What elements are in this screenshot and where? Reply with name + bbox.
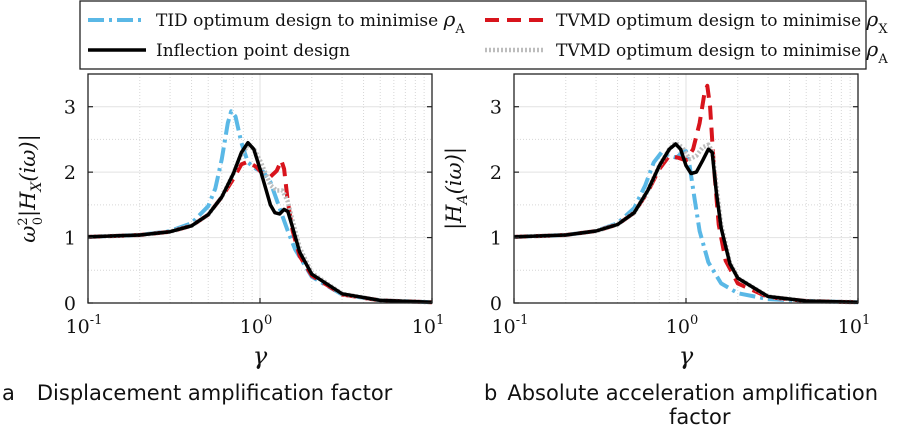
caption-b: b Absolute acceleration amplification bbox=[484, 381, 878, 405]
caption-b-letter: b bbox=[484, 381, 498, 405]
y-axis-label: |HA(iω)| bbox=[442, 147, 471, 230]
y-tick-label: 0 bbox=[490, 293, 502, 315]
legend-label-2: Inflection point design bbox=[156, 41, 350, 61]
chart-panel-b: 0 1 2 3 10-1 100 101 γ |HA(iω)| bbox=[442, 73, 870, 370]
legend-box bbox=[79, 0, 867, 70]
series-line-b-2 bbox=[513, 142, 859, 305]
y-tick-label: 1 bbox=[64, 228, 76, 250]
x-tick-label: 10-1 bbox=[492, 313, 529, 338]
x-tick-label: 100 bbox=[666, 313, 698, 338]
legend-label-0: TID optimum design to minimise ρA bbox=[156, 7, 465, 37]
y-tick-label: 2 bbox=[490, 162, 502, 184]
caption-b-text-line2: factor bbox=[669, 405, 731, 429]
chart-panel-a: 0 1 2 3 10-1 100 101 γ ω20|HX(iω)| bbox=[16, 73, 444, 370]
y-tick-label: 3 bbox=[64, 97, 76, 119]
y-tick-label: 3 bbox=[490, 97, 502, 119]
y-axis-label: ω20|HX(iω)| bbox=[16, 134, 46, 242]
series-line-b-3 bbox=[513, 140, 859, 305]
x-tick-label: 101 bbox=[412, 313, 444, 338]
legend-label-3: TVMD optimum design to minimise ρA bbox=[556, 37, 888, 67]
x-tick-label: 101 bbox=[838, 313, 870, 338]
x-axis-label: γ bbox=[679, 342, 694, 370]
x-tick-label: 10-1 bbox=[66, 313, 103, 338]
legend-label-1: TVMD optimum design to minimise ρX bbox=[556, 7, 888, 37]
y-tick-label: 1 bbox=[490, 228, 502, 250]
y-tick-label: 2 bbox=[64, 162, 76, 184]
y-tick-label: 0 bbox=[64, 293, 76, 315]
x-tick-label: 100 bbox=[240, 313, 272, 338]
caption-a: a Displacement amplification factor bbox=[2, 381, 392, 405]
caption-b-text: Absolute acceleration amplification bbox=[507, 381, 879, 405]
caption-a-text: Displacement amplification factor bbox=[36, 381, 393, 405]
series-line-a-2 bbox=[87, 140, 433, 305]
x-axis-label: γ bbox=[253, 342, 268, 370]
legend: TID optimum design to minimise ρA TVMD op… bbox=[79, 0, 888, 70]
caption-a-letter: a bbox=[2, 381, 15, 405]
